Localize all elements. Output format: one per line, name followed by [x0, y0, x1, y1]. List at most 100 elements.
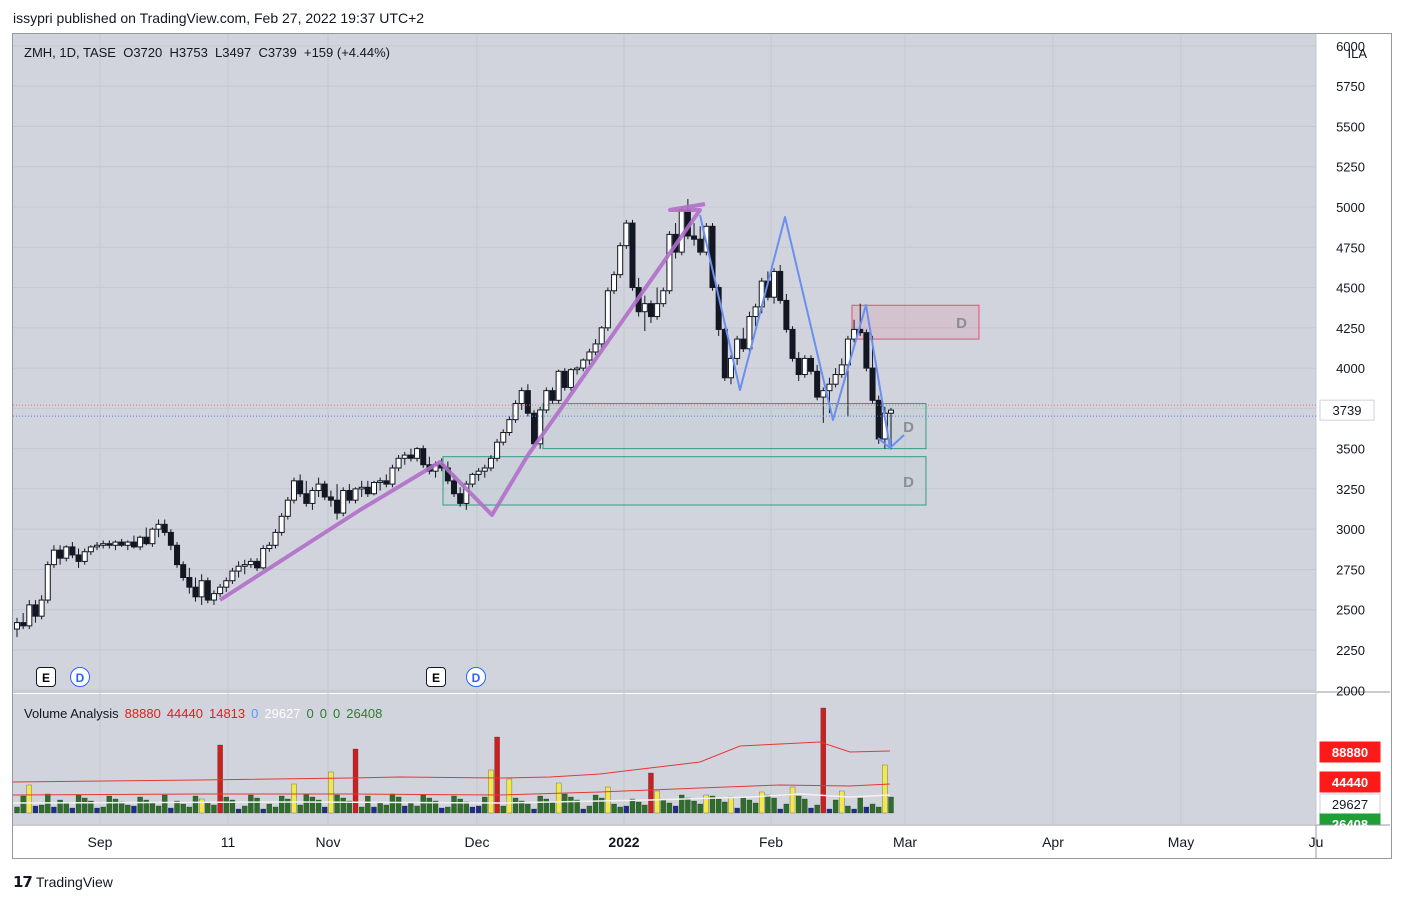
candle-body	[580, 359, 587, 369]
volume-bar	[186, 806, 192, 814]
price-tick-label: 5500	[1336, 119, 1365, 134]
time-tick-label: Mar	[893, 834, 917, 850]
volume-bar	[512, 797, 519, 814]
volume-title: Volume Analysis	[24, 706, 119, 721]
drawings	[13, 202, 1316, 602]
volume-bar	[537, 795, 543, 814]
volume-axis-box	[1319, 741, 1381, 763]
volume-bar	[426, 797, 433, 814]
volume-bar	[672, 805, 679, 814]
candle-body	[771, 270, 778, 298]
candle-body	[87, 546, 94, 553]
candle-body	[272, 531, 279, 546]
candle-body	[549, 390, 556, 401]
candle-body	[592, 343, 599, 353]
volume-bar	[740, 796, 746, 814]
candle-body	[604, 290, 611, 329]
zone-box	[542, 403, 927, 450]
volume-bar	[365, 795, 371, 814]
candle-body	[235, 565, 242, 572]
volume-bar	[654, 790, 660, 814]
price-tick-label: 2250	[1336, 643, 1365, 658]
vol-value-3: 14813	[208, 706, 246, 721]
volume-bar	[229, 799, 236, 814]
candle-body	[783, 299, 790, 330]
volume-bar	[32, 805, 39, 814]
arrow-head-icon	[877, 437, 891, 451]
volume-bar	[371, 806, 377, 814]
earnings-badge[interactable]: E	[36, 667, 56, 687]
volume-bar	[254, 797, 260, 814]
volume-bar	[863, 806, 870, 814]
chart-frame[interactable]	[12, 33, 1392, 859]
volume-bar	[808, 807, 814, 814]
volume-bar	[389, 793, 396, 814]
volume-bar	[759, 791, 765, 814]
candle-body	[149, 528, 156, 545]
candle-body	[617, 245, 624, 276]
price-tick-label: 2000	[1336, 683, 1365, 698]
candle-body	[309, 490, 316, 504]
candle-body	[487, 457, 494, 469]
volume-bar	[488, 769, 494, 814]
volume-bar	[580, 808, 586, 814]
candle-body	[389, 467, 396, 485]
price-tick-label: 4750	[1336, 240, 1365, 255]
volume-bar	[94, 807, 100, 814]
volume-bar	[223, 796, 229, 814]
volume-bar	[445, 806, 451, 814]
volume-bar	[783, 803, 790, 814]
candle-body	[63, 546, 70, 559]
volume-bar	[63, 802, 69, 814]
volume-bar	[162, 794, 168, 814]
candle-body	[795, 357, 802, 376]
candle-body	[124, 541, 131, 546]
volume-bar	[100, 806, 106, 814]
candle-body	[654, 303, 661, 318]
candle-body	[346, 490, 353, 501]
volume-bar	[414, 805, 420, 814]
volume-line-mid	[12, 783, 891, 796]
time-tick-label: 11	[221, 834, 236, 850]
volume-bar	[882, 764, 888, 814]
volume-bar	[383, 804, 389, 814]
volume-bar	[291, 783, 297, 814]
volume-bar	[137, 796, 143, 814]
symbol-legend: ZMH, 1D, TASE O3720 H3753 L3497 C3739 +1…	[24, 45, 390, 60]
zone-box	[851, 304, 980, 340]
volume-bar	[38, 804, 45, 814]
candle-body	[414, 448, 421, 459]
candle-body	[561, 370, 568, 388]
candle-body	[721, 328, 728, 379]
candle-body	[290, 480, 297, 501]
candle-body	[174, 544, 181, 566]
candle-body	[395, 457, 402, 469]
candle-body	[217, 586, 224, 595]
candle-body	[820, 390, 827, 398]
volume-legend: Volume Analysis 88880 44440 14813 0 29627 0 0 0 2…	[24, 706, 388, 721]
volume-bar	[75, 794, 82, 814]
dividend-badge[interactable]: D	[466, 667, 486, 687]
volume-bar	[851, 808, 857, 814]
currency-label: ILA	[1347, 46, 1367, 61]
candle-body	[666, 233, 673, 292]
volume-bar	[500, 805, 506, 814]
volume-bar	[205, 801, 211, 814]
volume-bar	[592, 794, 599, 814]
dividend-badge[interactable]: D	[70, 667, 90, 687]
candle-body	[364, 486, 371, 495]
volume-bar	[340, 797, 346, 814]
candle-body	[420, 448, 427, 466]
price-tick-label: 3500	[1336, 442, 1365, 457]
candle-body	[50, 549, 57, 566]
candle-body	[204, 580, 211, 601]
earnings-badge[interactable]: E	[426, 667, 446, 687]
candle-body	[574, 367, 581, 371]
candle-body	[512, 403, 519, 421]
open-value: O3720	[123, 45, 163, 60]
volume-bar	[666, 802, 673, 814]
volume-bar	[315, 799, 322, 814]
volume-bar	[192, 795, 199, 814]
volume-bar	[796, 795, 802, 814]
